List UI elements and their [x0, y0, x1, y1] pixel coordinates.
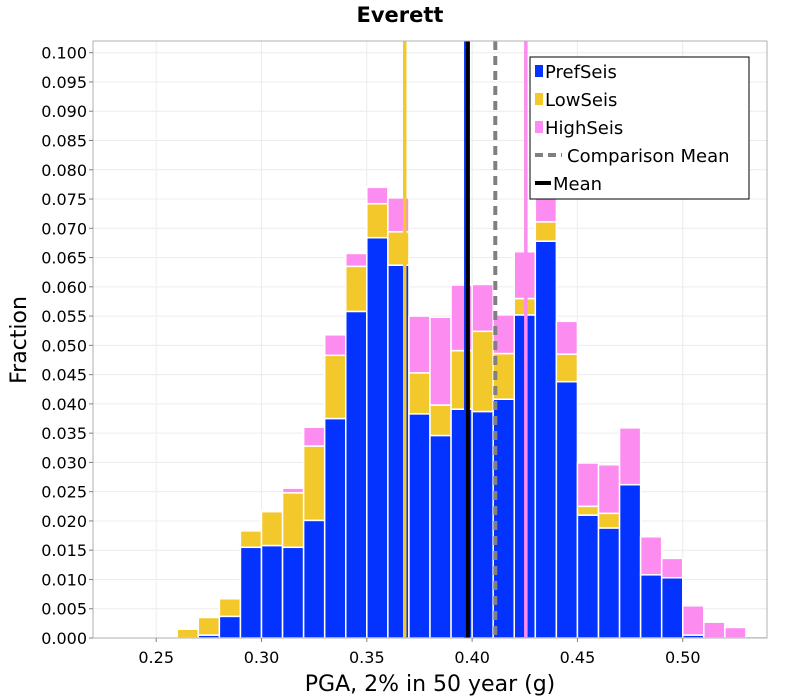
bar-lowseis: [534, 221, 558, 242]
mean-lines: [402, 41, 528, 638]
bar-highseis: [260, 509, 284, 513]
x-tick-label: 0.45: [560, 648, 596, 667]
bar-lowseis: [366, 202, 389, 239]
bar-lowseis: [408, 372, 431, 415]
y-tick-label: 0.020: [41, 512, 87, 531]
bar-prefseis: [639, 574, 663, 639]
chart-title: Everett: [357, 3, 444, 27]
bar-highseis: [471, 283, 494, 333]
y-tick-label: 0.045: [41, 366, 87, 385]
x-tick-label: 0.35: [349, 648, 385, 667]
x-tick-label: 0.25: [138, 648, 174, 667]
x-tick-label: 0.40: [454, 648, 490, 667]
bar-prefseis: [218, 615, 242, 639]
bar-prefseis: [471, 410, 494, 639]
bar-lowseis: [555, 353, 579, 383]
y-tick-label: 0.065: [41, 249, 87, 268]
bar-highseis: [724, 626, 747, 639]
bar-lowseis: [281, 492, 305, 549]
bar-prefseis: [345, 310, 368, 639]
y-tick-label: 0.055: [41, 307, 87, 326]
bar-highseis: [429, 316, 452, 406]
legend-box: [529, 56, 750, 200]
y-tick-label: 0.030: [41, 453, 87, 472]
y-tick-label: 0.085: [41, 132, 87, 151]
y-tick-label: 0.050: [41, 336, 87, 355]
bar-lowseis: [576, 505, 600, 516]
bar-highseis: [576, 462, 600, 508]
bar-lowseis: [429, 404, 452, 437]
bar-prefseis: [302, 519, 326, 639]
bar-highseis: [660, 557, 684, 579]
bar-prefseis: [576, 514, 600, 639]
bar-lowseis: [471, 330, 494, 413]
bar-prefseis: [555, 380, 579, 639]
bar-lowseis: [260, 510, 284, 547]
y-tick-label: 0.070: [41, 219, 87, 238]
bar-lowseis: [176, 628, 200, 639]
plot-frame: [92, 40, 768, 639]
y-tick-label: 0.075: [41, 190, 87, 209]
bar-lowseis: [323, 354, 347, 420]
y-tick-label: 0.035: [41, 424, 87, 443]
bar-highseis: [618, 427, 642, 486]
bar-lowseis: [345, 265, 368, 313]
legend-swatch-lowseis: [535, 93, 543, 105]
bar-prefseis: [429, 434, 452, 639]
bar-highseis: [703, 621, 726, 639]
y-axis-label: Fraction: [7, 296, 32, 384]
bar-highseis: [302, 426, 326, 447]
x-axis-label: PGA, 2% in 50 year (g): [305, 672, 556, 697]
histogram-bars: [93, 178, 768, 639]
bar-highseis: [281, 487, 305, 494]
x-axis-ticks: 0.25 0.30 0.35 0.40 0.45 0.50: [138, 638, 701, 667]
bar-highseis: [366, 186, 389, 205]
bar-prefseis: [408, 413, 431, 639]
bar-prefseis: [366, 236, 389, 639]
legend-swatch-prefseis: [535, 65, 543, 77]
y-tick-label: 0.060: [41, 278, 87, 297]
bar-highseis: [345, 252, 368, 268]
bar-prefseis: [660, 576, 684, 639]
bar-highseis: [639, 535, 663, 576]
bar-prefseis: [597, 527, 621, 639]
y-tick-label: 0.015: [41, 541, 87, 560]
y-tick-label: 0.010: [41, 570, 87, 589]
bar-prefseis: [260, 544, 284, 639]
bar-highseis: [323, 334, 347, 357]
y-tick-label: 0.100: [41, 44, 87, 63]
bar-prefseis: [281, 546, 305, 639]
legend-swatch-highseis: [535, 121, 543, 133]
y-tick-label: 0.040: [41, 395, 87, 414]
bar-lowseis: [302, 445, 326, 522]
bar-highseis: [408, 315, 431, 374]
bar-highseis: [597, 464, 621, 515]
y-tick-label: 0.090: [41, 102, 87, 121]
legend-label-lowseis: LowSeis: [545, 90, 617, 111]
bar-lowseis: [218, 598, 242, 618]
x-tick-label: 0.30: [244, 648, 280, 667]
y-axis-ticks: 0.000 0.005 0.010 0.015 0.020 0.025 0.030 0.035…: [41, 44, 93, 648]
y-tick-label: 0.000: [41, 629, 87, 648]
legend-label-highseis: HighSeis: [545, 118, 623, 139]
bar-lowseis: [239, 530, 263, 549]
legend-label-prefseis: PrefSeis: [545, 62, 617, 83]
bar-prefseis: [323, 417, 347, 639]
x-tick-label: 0.50: [665, 648, 701, 667]
y-tick-label: 0.005: [41, 600, 87, 619]
bar-highseis: [682, 605, 705, 636]
legend: PrefSeis LowSeis HighSeis Comparison Mea…: [529, 56, 750, 200]
y-tick-label: 0.025: [41, 483, 87, 502]
y-tick-label: 0.080: [41, 161, 87, 180]
legend-label-comparison-mean: Comparison Mean: [567, 146, 730, 167]
bar-prefseis: [239, 546, 263, 639]
y-tick-label: 0.095: [41, 73, 87, 92]
bar-prefseis: [534, 240, 558, 639]
bar-prefseis: [618, 483, 642, 639]
bar-highseis: [555, 320, 579, 355]
bar-lowseis: [197, 616, 221, 636]
legend-label-mean: Mean: [553, 174, 602, 195]
bar-lowseis: [597, 512, 621, 529]
